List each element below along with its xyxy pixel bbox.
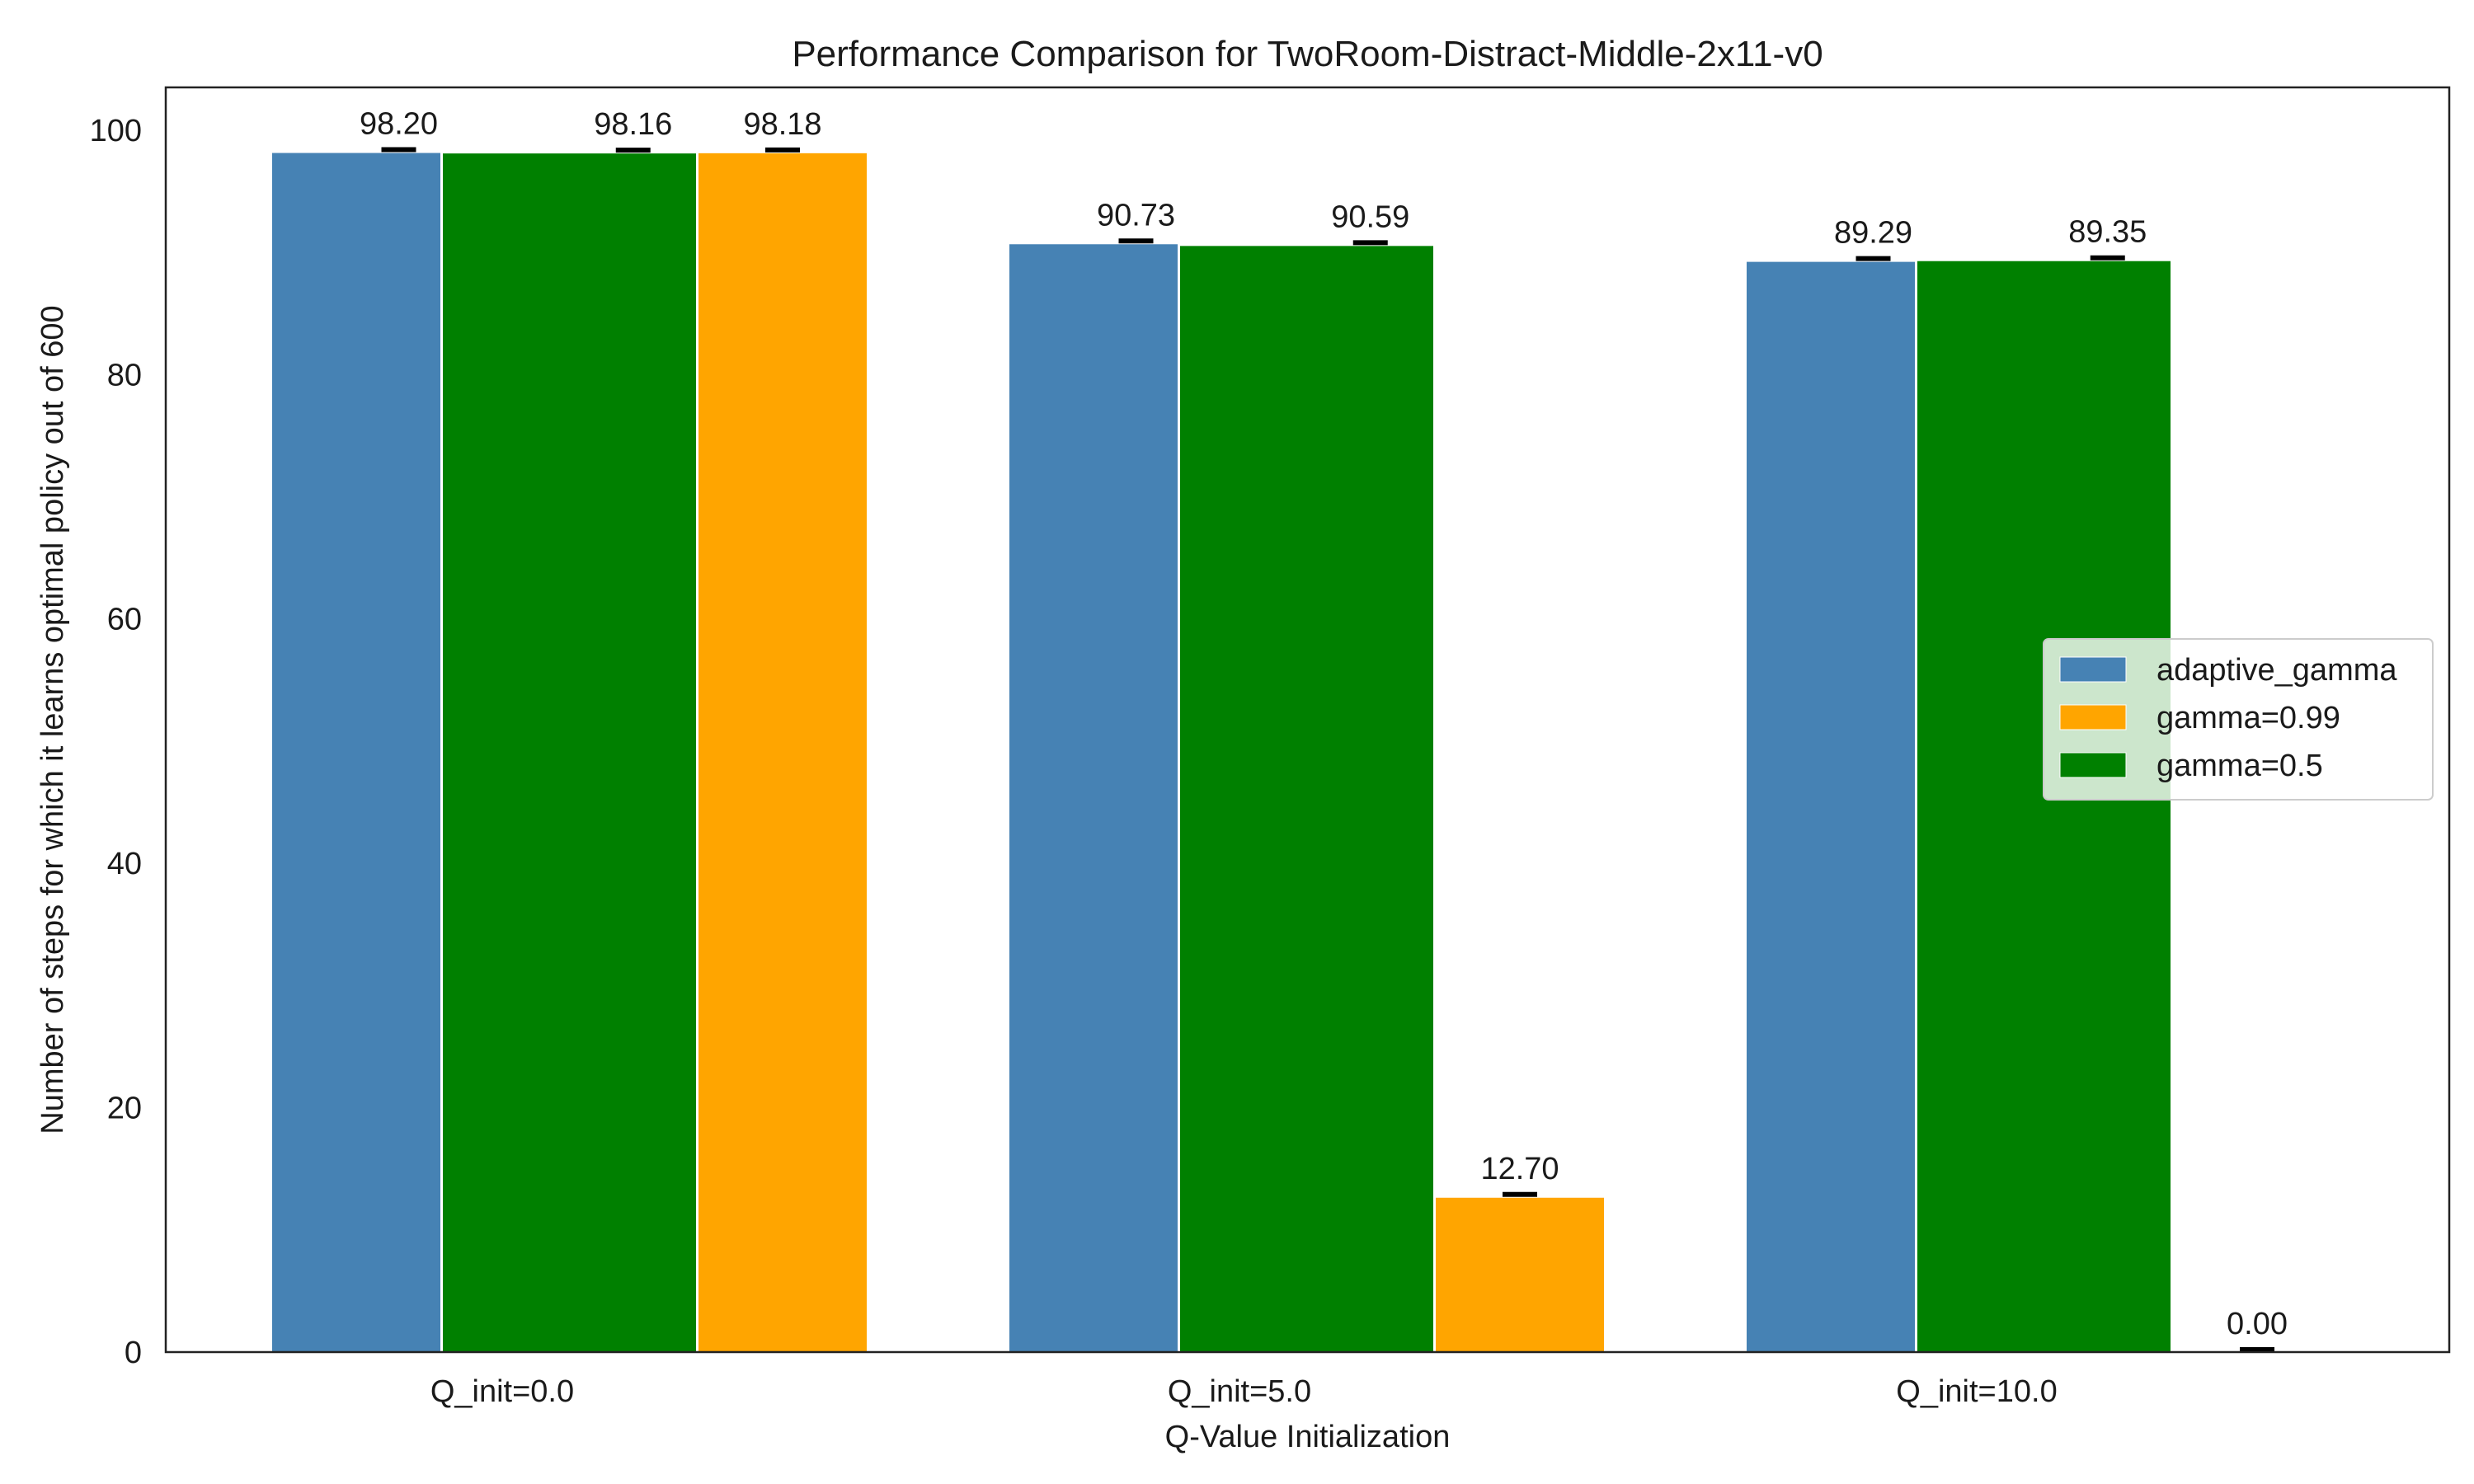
x-tick-label: Q_init=0.0: [430, 1374, 574, 1409]
legend-label: adaptive_gamma: [2157, 653, 2397, 688]
bar-gamma=0.99: [697, 151, 868, 1353]
bar-adaptive_gamma: [270, 151, 442, 1354]
y-axis-label: Number of steps for which it learns opti…: [35, 305, 70, 1134]
bar-value-label: 89.35: [2068, 215, 2147, 250]
bar-value-label: 0.00: [2227, 1307, 2288, 1341]
bars-group: [270, 151, 2172, 1354]
y-tick-label: 40: [107, 847, 142, 881]
bar-value-label: 98.20: [360, 107, 438, 142]
y-tick-label: 20: [107, 1092, 142, 1126]
bar-value-label: 90.73: [1097, 198, 1175, 232]
bar-value-label: 98.18: [743, 107, 821, 142]
plot-frame: [164, 86, 2451, 1354]
y-axis: 0 20 40 60 80 100: [90, 114, 142, 1370]
x-tick-label: Q_init=10.0: [1896, 1374, 2057, 1409]
legend-box: [2043, 638, 2434, 801]
bar-value-label: 12.70: [1480, 1152, 1559, 1186]
x-tick-label: Q_init=5.0: [1168, 1374, 1311, 1409]
error-bars-group: [381, 147, 2274, 1352]
legend-swatch-adaptive_gamma: [2059, 656, 2127, 683]
bar-adaptive_gamma: [1745, 260, 1917, 1353]
bar-value-label: 98.16: [594, 107, 672, 142]
legend[interactable]: adaptive_gamma gamma=0.99 gamma=0.5: [2043, 638, 2434, 801]
legend-swatch-gamma=0.5: [2059, 752, 2127, 778]
x-axis: Q_init=0.0 Q_init=5.0 Q_init=10.0: [430, 1374, 2058, 1409]
bar-adaptive_gamma: [1008, 242, 1179, 1353]
bar-value-label: 89.29: [1834, 216, 1912, 251]
chart-title: Performance Comparison for TwoRoom-Distr…: [792, 34, 1823, 74]
y-tick-label: 0: [125, 1336, 142, 1370]
y-tick-label: 80: [107, 358, 142, 392]
y-tick-label: 60: [107, 603, 142, 637]
bar-value-label: 90.59: [1331, 200, 1409, 234]
x-axis-label: Q-Value Initialization: [1165, 1420, 1451, 1454]
legend-swatch-gamma=0.99: [2059, 704, 2127, 730]
bar-gamma=0.5: [441, 152, 698, 1353]
y-tick-label: 100: [90, 114, 142, 148]
legend-label: gamma=0.5: [2157, 749, 2323, 783]
bar-value-labels: 98.20 98.16 98.18 90.73 90.59 12.70 89.29 89.35…: [360, 107, 2288, 1341]
bar-gamma=0.5: [1178, 244, 1435, 1353]
legend-label: gamma=0.99: [2157, 701, 2340, 735]
bar-gamma=0.99: [1434, 1195, 1606, 1353]
bar-gamma=0.5: [1916, 259, 2172, 1353]
